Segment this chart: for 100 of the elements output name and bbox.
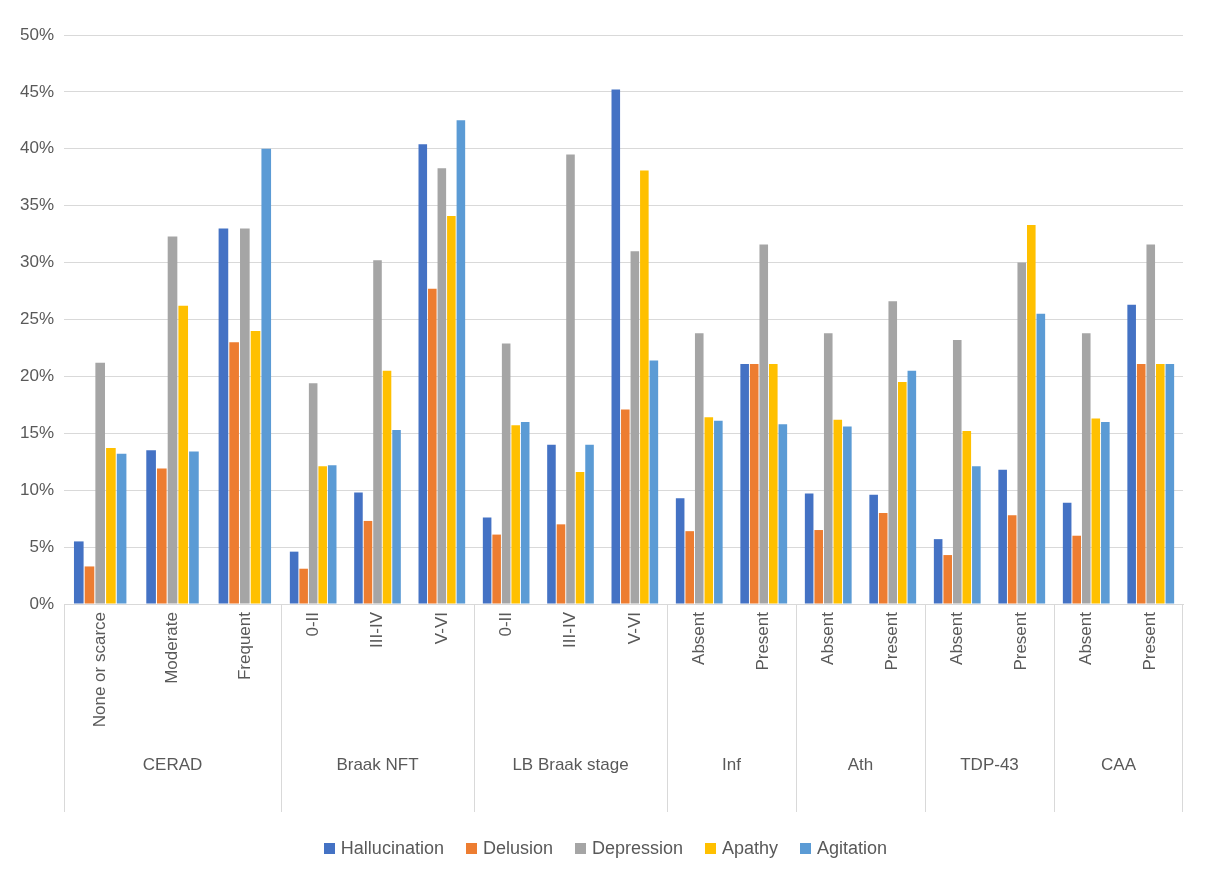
bar: [907, 370, 917, 604]
x-axis-title: Ath: [847, 755, 874, 775]
x-tick-label: V-VI: [624, 612, 644, 645]
bar: [218, 228, 229, 604]
bar: [229, 342, 239, 604]
x-tick-label: V-VI: [431, 612, 451, 645]
y-tick-label: 40%: [19, 138, 55, 158]
bar: [1101, 421, 1110, 604]
bar: [649, 360, 659, 604]
bar: [456, 120, 466, 604]
x-axis-title: LB Braak stage: [512, 755, 629, 775]
bar: [363, 520, 373, 604]
y-tick-label: 50%: [19, 24, 55, 44]
bar: [95, 362, 105, 604]
bar: [888, 301, 898, 604]
legend-label: Hallucination: [340, 838, 444, 859]
x-tick-label: Present: [1140, 611, 1160, 671]
bar: [823, 333, 833, 604]
bar: [318, 466, 327, 604]
bar: [73, 541, 84, 604]
legend-label: Delusion: [482, 838, 553, 859]
bar: [1127, 304, 1136, 604]
bar: [556, 524, 566, 604]
bar: [804, 493, 814, 604]
bar: [250, 330, 261, 604]
bar: [943, 555, 952, 604]
bar: [898, 382, 907, 604]
bar: [146, 450, 156, 604]
bar: [759, 244, 769, 604]
bar: [299, 568, 308, 604]
bar: [511, 425, 520, 604]
x-axis-title: CAA: [1101, 755, 1137, 775]
legend-label: Agitation: [817, 838, 888, 859]
bar: [933, 539, 943, 604]
bar: [156, 468, 167, 604]
bar: [952, 339, 962, 604]
x-axis-title: Inf: [722, 755, 742, 775]
bar: [814, 530, 823, 604]
x-tick-label: Absent: [817, 611, 837, 665]
bar: [704, 417, 714, 604]
y-tick-label: 5%: [29, 536, 55, 556]
bar: [354, 492, 363, 604]
bar: [547, 444, 556, 604]
bar: [566, 154, 575, 604]
x-tick-label: 0-II: [302, 612, 322, 637]
legend-label: Apathy: [722, 838, 779, 859]
bar: [769, 363, 778, 604]
x-tick-label: Moderate: [162, 612, 182, 684]
bar: [1165, 363, 1175, 604]
bar: [106, 448, 116, 604]
bar: [630, 251, 640, 604]
bar: [84, 566, 95, 604]
x-tick-label: Present: [882, 611, 902, 671]
bar: [189, 451, 199, 604]
y-tick-label: 20%: [19, 366, 55, 386]
bar: [675, 498, 685, 604]
x-tick-label: Absent: [1075, 611, 1095, 665]
bar: [778, 424, 788, 604]
bar: [327, 465, 337, 604]
bar: [492, 534, 501, 604]
y-tick-label: 35%: [19, 195, 55, 215]
bar: [308, 383, 318, 604]
bar: [261, 148, 272, 604]
x-tick-label: Absent: [946, 611, 966, 665]
bar: [1017, 262, 1027, 604]
bar: [972, 466, 981, 604]
bar: [447, 215, 456, 604]
y-tick-label: 30%: [19, 252, 55, 272]
bar: [611, 89, 621, 604]
x-axis-title: Braak NFT: [336, 755, 419, 775]
bar: [1156, 363, 1165, 604]
x-tick-label: None or scarce: [89, 612, 109, 728]
bar: [962, 431, 972, 604]
bar: [482, 517, 492, 604]
x-tick-label: 0-II: [495, 612, 515, 637]
bar: [1062, 502, 1072, 604]
bar: [1091, 418, 1101, 604]
bar: [714, 420, 723, 604]
bar: [621, 409, 630, 604]
x-tick-label: III-IV: [367, 611, 387, 648]
legend-label: Depression: [591, 838, 684, 859]
bar: [740, 363, 749, 604]
bar: [240, 228, 250, 604]
bar: [585, 444, 594, 604]
bar: [843, 426, 852, 604]
bar: [869, 494, 878, 604]
bar: [1081, 333, 1091, 604]
x-tick-label: Present: [1011, 611, 1031, 671]
bar: [749, 363, 759, 604]
x-tick-label: Frequent: [234, 611, 254, 681]
x-axis-title: CERAD: [142, 755, 203, 775]
y-tick-label: 0%: [29, 593, 55, 613]
bar: [1036, 313, 1046, 604]
bar: [1136, 363, 1146, 604]
bar: [1146, 244, 1156, 604]
bar: [1072, 535, 1081, 604]
bar: [437, 168, 447, 604]
bar: [520, 421, 530, 604]
bar: [116, 453, 127, 604]
bar: [575, 471, 585, 604]
